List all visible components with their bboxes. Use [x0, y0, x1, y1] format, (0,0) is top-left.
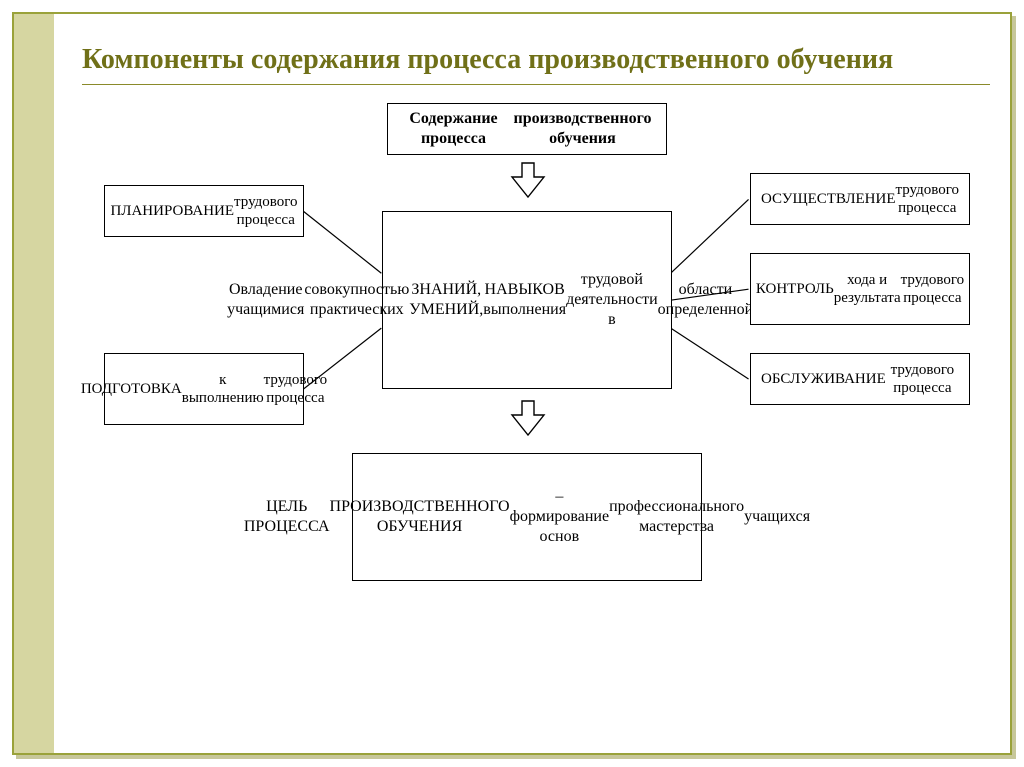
slide-content: Компоненты содержания процесса производс… — [54, 14, 1010, 753]
box-right-execution: ОСУЩЕСТВЛЕНИЕтрудового процесса — [750, 173, 970, 225]
box-bottom-goal: ЦЕЛЬ ПРОЦЕССАПРОИЗВОДСТВЕННОГО ОБУЧЕНИЯ–… — [352, 453, 702, 581]
arrow-down-icon — [510, 399, 546, 437]
diagram-canvas: Содержание процессапроизводственного обу… — [82, 103, 990, 663]
box-left-planning: ПЛАНИРОВАНИЕтрудового процесса — [104, 185, 304, 237]
decorative-sidebar — [14, 14, 54, 753]
slide-title: Компоненты содержания процесса производс… — [82, 42, 990, 78]
box-right-service: ОБСЛУЖИВАНИЕтрудового процесса — [750, 353, 970, 405]
box-top: Содержание процессапроизводственного обу… — [387, 103, 667, 155]
box-center: Овладение учащимисясовокупностью практич… — [382, 211, 672, 389]
arrow-down-icon — [510, 161, 546, 199]
box-left-preparation: ПОДГОТОВКАк выполнениютрудового процесса — [104, 353, 304, 425]
slide-frame: Компоненты содержания процесса производс… — [12, 12, 1012, 755]
box-right-control: КОНТРОЛЬхода и результататрудового проце… — [750, 253, 970, 325]
title-rule — [82, 84, 990, 85]
